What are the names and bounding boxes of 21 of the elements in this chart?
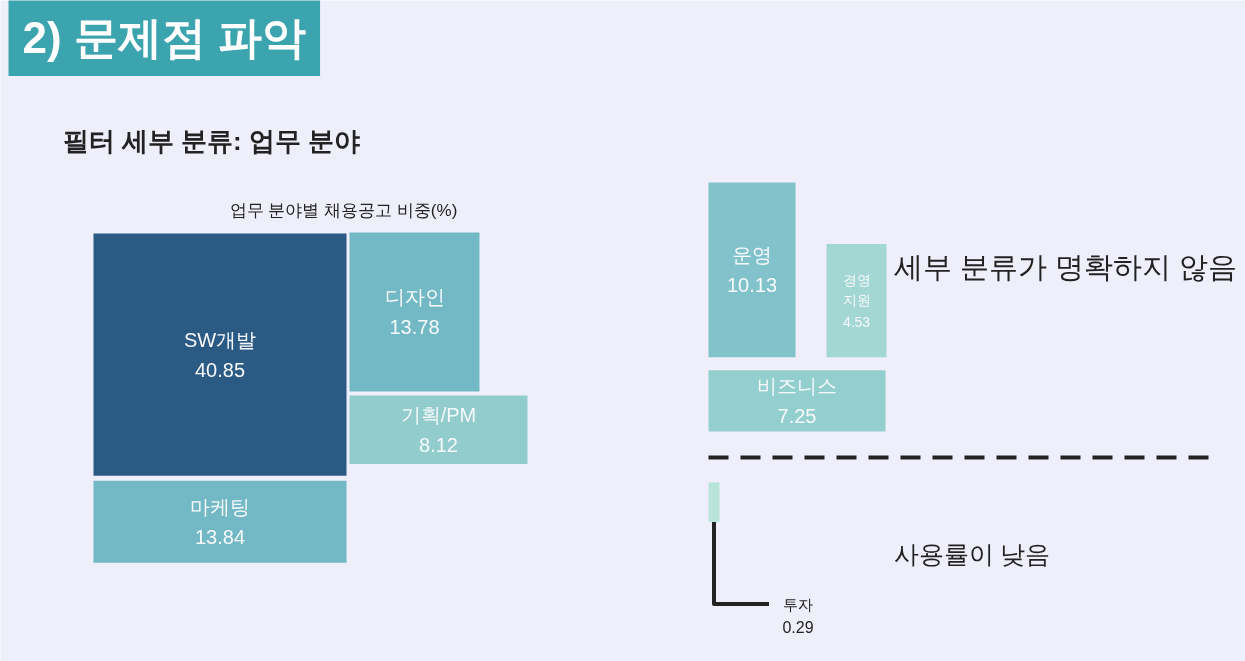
- category-label: 기획/PM: [400, 403, 477, 426]
- text: 업무 분야별 채용공고 비중(%): [229, 201, 458, 220]
- category-label: 비즈니스: [757, 374, 837, 397]
- data-label: 13.84: [194, 525, 246, 548]
- category-label: 경영지원: [842, 271, 871, 309]
- text: 2) 문제점 파악: [22, 13, 307, 62]
- data-label: 4.53: [842, 313, 871, 330]
- data-label: 0.29: [782, 619, 814, 637]
- category-label: SW개발: [183, 328, 257, 351]
- data-label: 13.78: [389, 316, 440, 338]
- category-label: 투자: [783, 595, 813, 613]
- data-label: 40.85: [194, 358, 246, 381]
- text: 세부 분류가 명확하지 않음: [893, 250, 1237, 283]
- text: 사용률이 낮음: [893, 539, 1051, 568]
- category-label: 운영: [732, 243, 772, 266]
- category-label: 디자인: [384, 286, 445, 308]
- data-label: 7.25: [777, 404, 817, 427]
- data-label: 8.12: [419, 433, 458, 456]
- category-label: 마케팅: [190, 495, 250, 518]
- text: 필터 세부 분류: 업무 분야: [62, 125, 361, 156]
- data-label: 10.13: [726, 273, 778, 296]
